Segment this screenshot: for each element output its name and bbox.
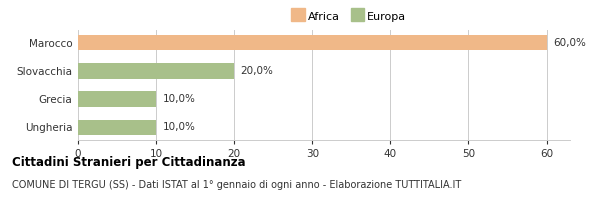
- Text: COMUNE DI TERGU (SS) - Dati ISTAT al 1° gennaio di ogni anno - Elaborazione TUTT: COMUNE DI TERGU (SS) - Dati ISTAT al 1° …: [12, 180, 461, 190]
- Bar: [78, 91, 156, 107]
- Text: 10,0%: 10,0%: [163, 94, 195, 104]
- Text: 10,0%: 10,0%: [163, 122, 195, 132]
- Text: Cittadini Stranieri per Cittadinanza: Cittadini Stranieri per Cittadinanza: [12, 156, 245, 169]
- Text: 60,0%: 60,0%: [553, 38, 586, 48]
- Bar: [78, 63, 234, 79]
- Bar: [78, 120, 156, 135]
- Text: 20,0%: 20,0%: [241, 66, 274, 76]
- Bar: [78, 35, 547, 50]
- Legend: Africa, Europa: Africa, Europa: [291, 11, 406, 22]
